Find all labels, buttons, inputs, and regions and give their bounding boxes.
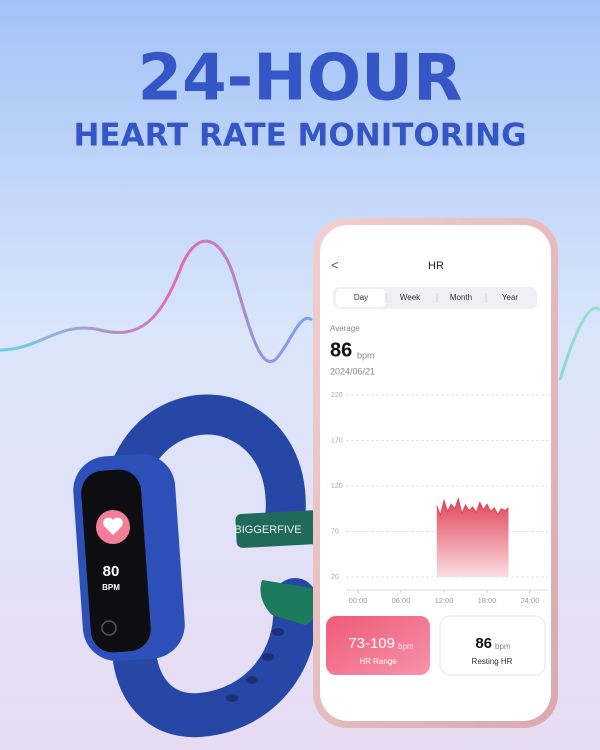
hr-area (436, 498, 509, 577)
brand: BIGGERFIVE (234, 524, 301, 536)
x-tick-label: 18:00 (478, 596, 497, 605)
tab[interactable]: Month (450, 293, 472, 302)
y-tick-label: 120 (331, 483, 343, 490)
tab-selected (336, 289, 386, 307)
x-tick-label: 12:00 (435, 596, 454, 605)
resting-label: Resting HR (472, 657, 513, 666)
upper-strap (110, 394, 306, 540)
average-unit: bpm (357, 350, 375, 360)
range-label: HR Range (359, 657, 397, 666)
tab[interactable]: Day (354, 293, 368, 302)
strap-holes (226, 628, 284, 702)
subtitle: HEART RATE MONITORING (73, 118, 526, 154)
title: 24-HOUR (138, 42, 463, 116)
x-tick-label: 06:00 (392, 596, 411, 605)
keeper (235, 510, 323, 548)
band-hr-unit: BPM (102, 583, 120, 592)
tracker-screen (81, 469, 151, 653)
average-label: Average (330, 324, 360, 333)
resting-unit: bpm (495, 642, 511, 651)
y-tick-label: 220 (331, 392, 343, 399)
range-card (326, 616, 430, 675)
screen-title: HR (428, 260, 444, 272)
date: 2024/06/21 (330, 366, 375, 376)
x-tick-label: 24:00 (521, 596, 540, 605)
band-hr-value: 80 (103, 563, 120, 580)
home-button (101, 620, 117, 636)
band: 80 BPM BIGGERFIVE (73, 394, 323, 738)
hr-line (436, 496, 509, 517)
buckle (260, 580, 318, 625)
range-value: 73-109 (348, 635, 395, 652)
back-button[interactable]: < (331, 257, 339, 272)
heart (103, 517, 123, 535)
range-unit: bpm (398, 642, 414, 651)
average-value: 86 (330, 339, 352, 361)
x-tick-label: 00:00 (349, 596, 368, 605)
y-tick-label: 70 (331, 528, 339, 535)
y-tick-label: 170 (331, 437, 343, 444)
tab[interactable]: Year (502, 293, 519, 302)
lower-strap (113, 578, 318, 738)
tab[interactable]: Week (400, 293, 421, 302)
phone-screen (320, 225, 551, 721)
resting-card (439, 615, 546, 676)
wave (0, 239, 600, 381)
y-tick-label: 20 (331, 574, 339, 581)
resting-value: 86 (475, 635, 492, 652)
